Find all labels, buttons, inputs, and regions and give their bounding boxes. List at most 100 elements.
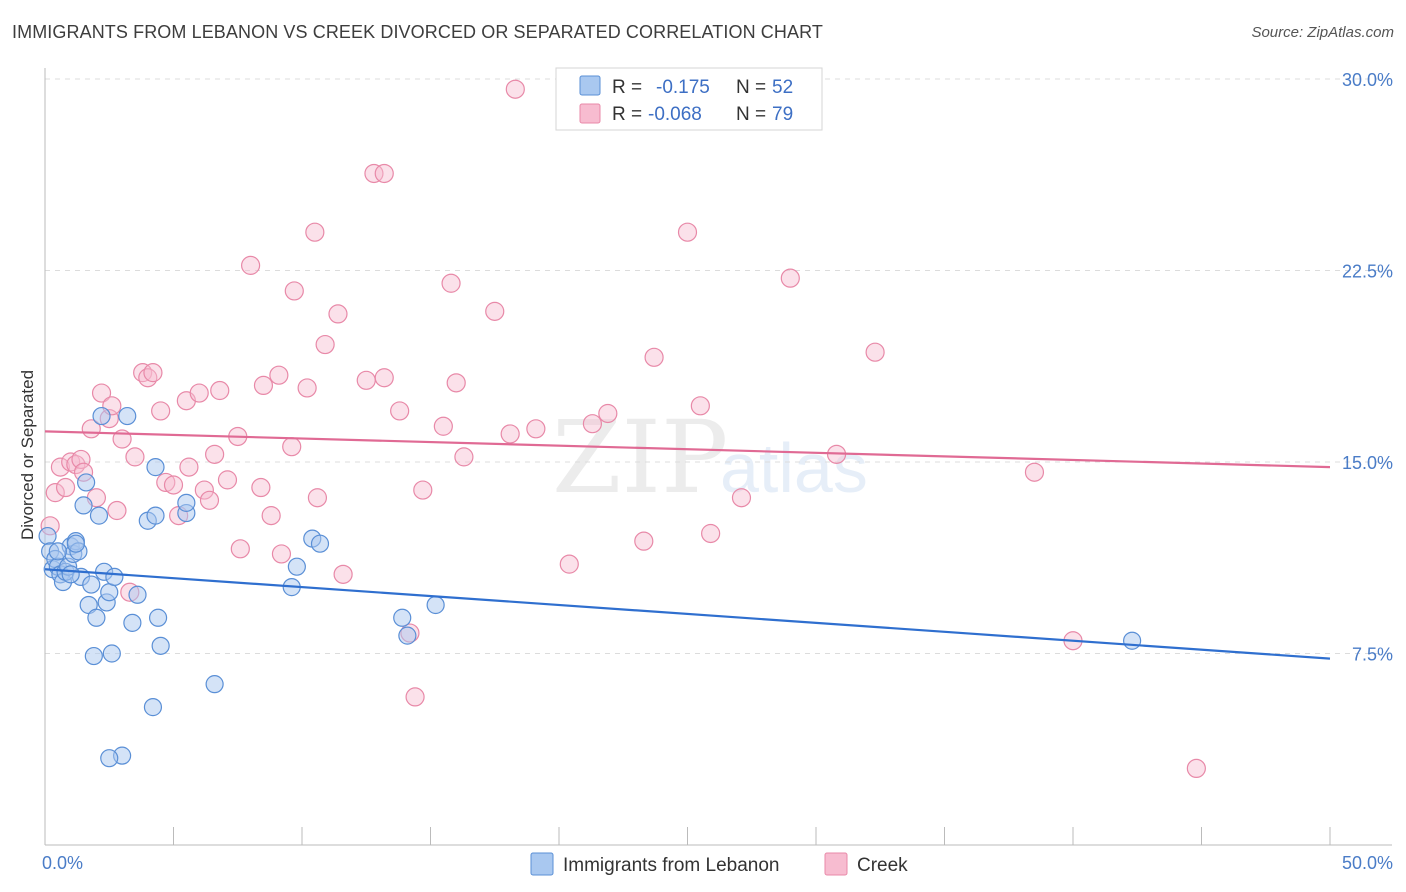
creek-point bbox=[305, 222, 325, 242]
axes bbox=[44, 68, 1392, 846]
creek-point bbox=[634, 531, 654, 551]
creek-point bbox=[390, 401, 410, 421]
creek-point bbox=[701, 523, 721, 544]
lebanon-point bbox=[128, 585, 147, 604]
creek-point bbox=[1186, 758, 1206, 779]
watermark-zip: ZIP bbox=[552, 399, 728, 516]
lebanon-point bbox=[38, 526, 57, 546]
creek-point bbox=[251, 477, 271, 498]
y-tick-labels: 7.5% 15.0% 22.5% 30.0% bbox=[1342, 70, 1393, 665]
bottom-legend-label-creek: Creek bbox=[857, 855, 908, 876]
creek-point bbox=[50, 457, 71, 477]
series-creek-points bbox=[40, 79, 1206, 779]
creek-point bbox=[138, 368, 158, 388]
creek-point bbox=[644, 347, 664, 367]
creek-point bbox=[690, 396, 710, 416]
lebanon-point bbox=[205, 675, 224, 694]
lebanon-point bbox=[102, 644, 121, 663]
creek-point bbox=[356, 370, 376, 390]
legend-n-value-2: 79 bbox=[772, 104, 793, 125]
creek-point bbox=[269, 365, 289, 385]
creek-point bbox=[271, 544, 292, 564]
creek-point bbox=[282, 437, 302, 457]
lebanon-point bbox=[118, 406, 137, 426]
creek-point bbox=[559, 554, 579, 574]
legend-swatch-lebanon bbox=[579, 75, 601, 96]
y-tick-label: 15.0% bbox=[1342, 453, 1393, 473]
lebanon-point bbox=[66, 534, 85, 553]
creek-point bbox=[284, 281, 304, 301]
creek-point bbox=[66, 454, 86, 475]
lebanon-point bbox=[1123, 631, 1142, 650]
chart-title: IMMIGRANTS FROM LEBANON VS CREEK DIVORCE… bbox=[12, 22, 823, 42]
creek-point bbox=[328, 304, 348, 324]
lebanon-point bbox=[310, 534, 330, 553]
lebanon-point bbox=[87, 608, 106, 627]
lebanon-point bbox=[82, 575, 101, 594]
creek-point bbox=[189, 383, 209, 403]
creek-point bbox=[307, 488, 328, 508]
creek-point bbox=[241, 255, 261, 275]
lebanon-point bbox=[143, 698, 163, 717]
lebanon-point bbox=[123, 613, 142, 632]
creek-point bbox=[199, 490, 220, 510]
creek-point bbox=[205, 444, 225, 464]
creek-point bbox=[297, 378, 317, 398]
lebanon-trend-line bbox=[44, 568, 1331, 660]
creek-point bbox=[731, 488, 752, 508]
watermark-atlas: atlas bbox=[720, 429, 868, 507]
creek-point bbox=[677, 222, 698, 242]
creek-point bbox=[505, 79, 525, 99]
legend-swatch-creek bbox=[579, 103, 601, 124]
creek-point bbox=[210, 380, 230, 401]
lebanon-point bbox=[100, 583, 119, 602]
creek-point bbox=[91, 383, 112, 403]
creek-point bbox=[333, 564, 353, 584]
creek-point bbox=[55, 477, 76, 498]
creek-point bbox=[500, 424, 520, 444]
creek-point bbox=[374, 163, 394, 184]
lebanon-point bbox=[426, 595, 445, 615]
legend-r-label-1: R = bbox=[612, 77, 642, 98]
y-tick-label: 30.0% bbox=[1342, 70, 1393, 90]
legend-r-value-2: -0.068 bbox=[648, 104, 702, 125]
y-axis-label: Divorced or Separated bbox=[18, 370, 37, 540]
lebanon-point bbox=[74, 496, 93, 515]
creek-point bbox=[163, 475, 184, 495]
lebanon-point bbox=[89, 506, 109, 525]
creek-point bbox=[151, 401, 171, 421]
legend-r-value-1: -0.175 bbox=[656, 77, 710, 98]
lebanon-point bbox=[148, 608, 168, 627]
creek-point bbox=[261, 506, 281, 526]
lebanon-point bbox=[48, 542, 67, 561]
bottom-legend-swatch-lebanon bbox=[530, 852, 554, 876]
watermark: ZIP atlas bbox=[552, 399, 868, 516]
lebanon-point bbox=[146, 458, 165, 477]
creek-point bbox=[526, 419, 546, 439]
creek-point bbox=[194, 480, 214, 500]
lebanon-point bbox=[398, 626, 417, 645]
creek-point bbox=[598, 403, 618, 424]
creek-point bbox=[374, 368, 394, 388]
lebanon-point bbox=[100, 749, 119, 768]
x-tick-labels: 0.0% 50.0% bbox=[42, 853, 1393, 873]
creek-point bbox=[45, 483, 65, 503]
source-credit: Source: ZipAtlas.com bbox=[1251, 24, 1394, 41]
legend-n-label-2: N = bbox=[736, 104, 766, 125]
lebanon-point bbox=[146, 506, 165, 525]
lebanon-point bbox=[61, 565, 80, 584]
creek-point bbox=[315, 334, 335, 355]
creek-point bbox=[780, 268, 800, 288]
lebanon-point bbox=[393, 608, 412, 627]
creek-trend-line bbox=[44, 430, 1331, 469]
lebanon-point bbox=[177, 493, 196, 512]
creek-point bbox=[133, 363, 153, 383]
lebanon-point bbox=[287, 557, 306, 576]
legend-n-label-1: N = bbox=[736, 77, 766, 98]
creek-point bbox=[179, 457, 199, 477]
creek-point bbox=[582, 414, 603, 434]
creek-point bbox=[125, 447, 145, 467]
creek-point bbox=[364, 163, 384, 184]
x-tick-label-max: 50.0% bbox=[1342, 853, 1393, 873]
